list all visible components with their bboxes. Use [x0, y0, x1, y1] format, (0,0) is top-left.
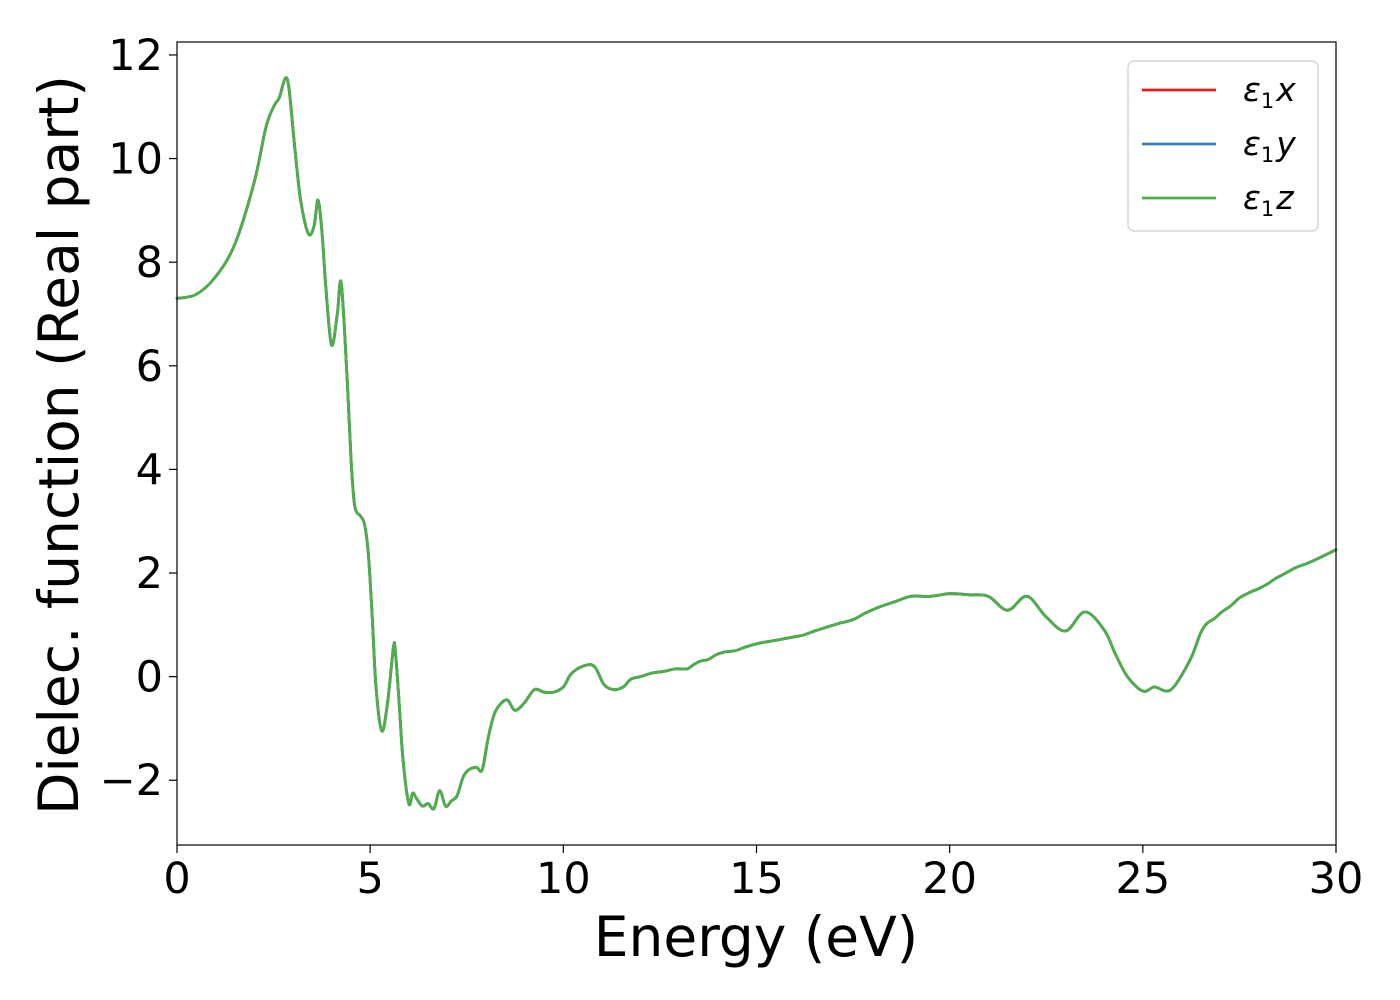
x-tick-label: 0 [163, 854, 190, 904]
x-tick-label: 10 [536, 854, 591, 904]
y-tick-label: 10 [108, 135, 163, 185]
x-tick-label: 25 [1115, 854, 1170, 904]
y-tick-label: 2 [136, 549, 163, 599]
y-tick-label: 4 [136, 445, 163, 495]
x-tick-label: 5 [356, 854, 383, 904]
legend: ε1x ε1y ε1z [1127, 60, 1319, 232]
x-axis-title: Energy (eV) [594, 905, 918, 969]
y-tick-label: 8 [136, 238, 163, 288]
legend-label-1: ε1x [1243, 70, 1296, 113]
legend-label-3: ε1z [1243, 178, 1294, 221]
legend-label-2: ε1y [1243, 124, 1296, 167]
y-ticks: −2 0 2 4 6 8 10 12 [100, 31, 177, 806]
y-tick-label: 6 [136, 342, 163, 392]
series-layer [175, 76, 1338, 811]
x-tick-label: 15 [729, 854, 784, 904]
y-axis-title: Dielec. function (Real part) [27, 75, 91, 815]
y-tick-label: 0 [136, 653, 163, 703]
x-ticks: 0 5 10 15 20 25 30 [163, 845, 1363, 904]
x-tick-label: 20 [922, 854, 977, 904]
legend-frame [1127, 60, 1319, 232]
series-line-3 [175, 76, 1338, 811]
x-tick-label: 30 [1309, 854, 1364, 904]
y-tick-label: −2 [100, 756, 163, 806]
y-tick-label: 12 [108, 31, 163, 81]
